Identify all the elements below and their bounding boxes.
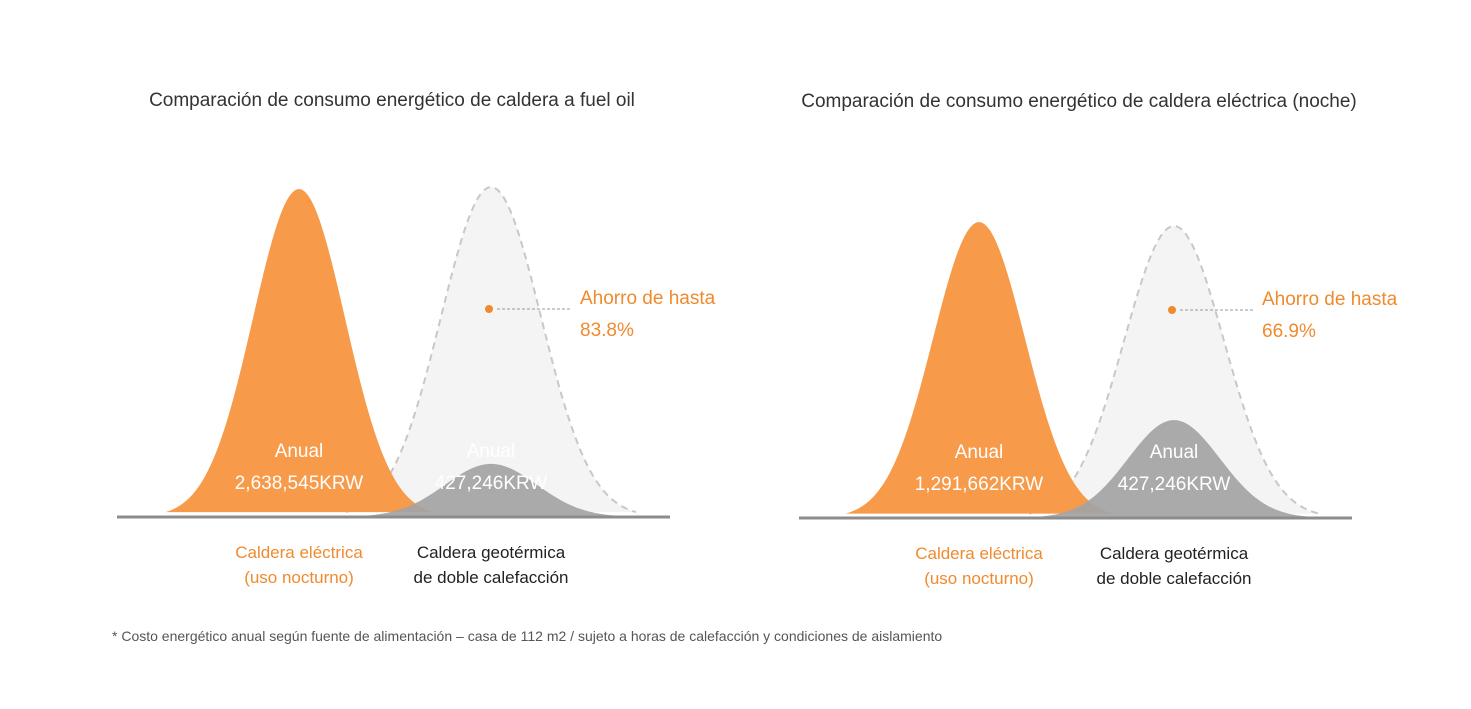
data-label-annual: Anual — [275, 441, 324, 462]
data-label-value: 427,246KRW — [1118, 474, 1231, 495]
bell-electric-boiler — [165, 189, 433, 513]
savings-marker-dot — [485, 305, 493, 313]
category-label: Caldera geotérmica — [1100, 544, 1249, 563]
data-label-value: 427,246KRW — [435, 473, 548, 494]
savings-label: Ahorro de hasta — [1262, 289, 1398, 310]
chart-title: Comparación de consumo energético de cal… — [801, 91, 1357, 112]
category-label: Caldera eléctrica — [235, 543, 363, 562]
footnote: * Costo energético anual según fuente de… — [112, 628, 943, 644]
savings-marker-dot — [1168, 306, 1176, 314]
ghost-bell-fill — [346, 187, 636, 513]
category-label: de doble calefacción — [1096, 569, 1251, 588]
savings-label: Ahorro de hasta — [580, 288, 716, 309]
category-label: de doble calefacción — [413, 568, 568, 587]
ghost-bell-fill — [1029, 226, 1319, 514]
savings-percent: 66.9% — [1262, 321, 1316, 342]
bell-electric-boiler — [845, 222, 1113, 514]
bell-geothermal-boiler — [357, 463, 625, 517]
data-label-annual: Anual — [1150, 442, 1199, 463]
ghost-bell-outline — [1028, 224, 1320, 515]
chart-title: Comparación de consumo energético de cal… — [149, 90, 635, 111]
data-label-value: 1,291,662KRW — [915, 474, 1044, 495]
data-label-annual: Anual — [955, 442, 1004, 463]
bell-geothermal-boiler — [1040, 420, 1308, 517]
category-label: (uso nocturno) — [924, 569, 1034, 588]
category-label: Caldera eléctrica — [915, 544, 1043, 563]
data-label-annual: Anual — [467, 441, 516, 462]
category-label: Caldera geotérmica — [417, 543, 566, 562]
savings-percent: 83.8% — [580, 320, 634, 341]
category-label: (uso nocturno) — [244, 568, 354, 587]
data-label-value: 2,638,545KRW — [235, 473, 364, 494]
